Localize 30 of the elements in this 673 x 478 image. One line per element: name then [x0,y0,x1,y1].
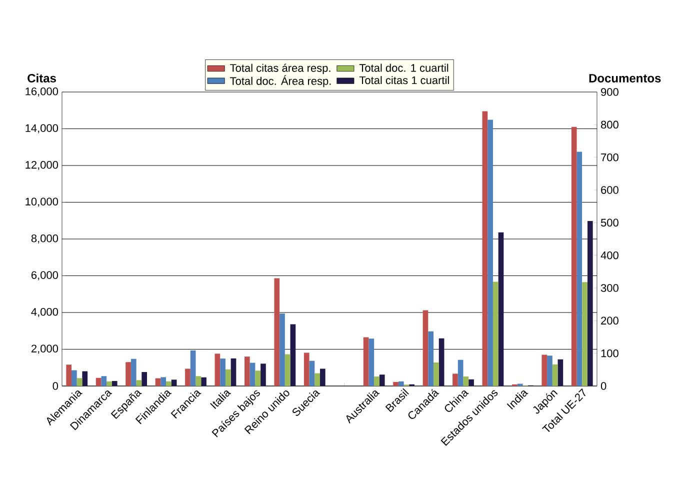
bar [458,360,464,386]
y-tick-label: 4,000 [31,308,58,318]
y2-tick-label: 600 [601,186,618,194]
bar [142,372,148,386]
legend-label: Total citas área resp. [230,64,330,74]
y2-tick-label: 400 [600,251,618,260]
y2-tick-label: 0 [600,382,606,390]
y-tick-label: 12,000 [26,160,58,170]
y2-tick-label: 900 [601,88,618,96]
y2-tick-label: 200 [601,316,618,325]
y-tick-label: 0 [52,382,58,390]
y-tick-label: 8,000 [31,234,58,244]
y2-axis-title: Documentos [589,74,661,82]
y-tick-label: 2,000 [31,344,58,354]
x-tick-label: Italia [210,390,232,410]
y2-tick-label: 700 [601,153,618,162]
y-axis-title: Citas [28,74,56,82]
y-tick-label: 10,000 [26,198,58,207]
legend-label: Total citas 1 cuartil [359,76,449,84]
bar [190,350,196,386]
y2-tick-label: 800 [601,120,618,129]
y2-tick-label: 300 [600,284,618,292]
legend-label: Total doc. Área resp. [230,75,331,88]
legend-label: Total doc. 1 cuartil [359,64,448,72]
bar [438,338,444,386]
y-tick-label: 16,000 [26,87,58,97]
y-tick-label: 14,000 [26,124,58,134]
y-tick-label: 6,000 [32,271,58,280]
y2-tick-label: 500 [600,218,618,227]
y2-tick-label: 100 [601,349,618,358]
